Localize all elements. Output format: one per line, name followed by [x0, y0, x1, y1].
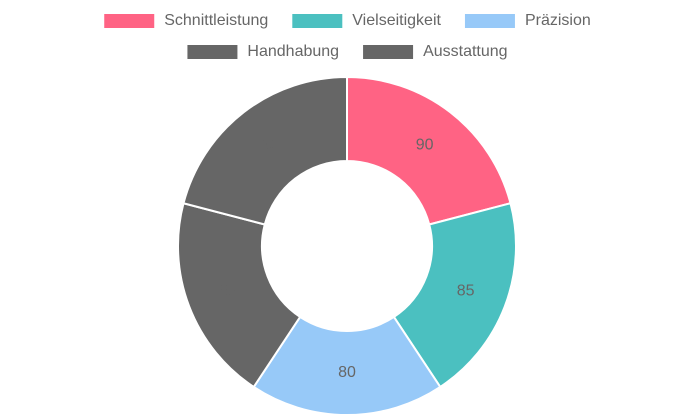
legend-item[interactable]: Ausstattung	[363, 43, 508, 60]
legend-swatch	[104, 14, 155, 28]
data-label: 80	[338, 364, 356, 381]
doughnut-segment	[182, 75, 348, 226]
legend-swatch	[464, 14, 515, 28]
legend-item[interactable]: Präzision	[464, 12, 591, 29]
data-label: 90	[416, 137, 434, 154]
data-label: 85	[457, 283, 475, 300]
doughnut-segment	[252, 315, 442, 416]
legend-label: Ausstattung	[423, 43, 508, 60]
legend-swatch	[363, 45, 414, 59]
legend-label: Handhabung	[247, 43, 339, 60]
data-label: 85	[219, 283, 237, 300]
doughnut-segment	[346, 75, 512, 226]
legend-item[interactable]: Handhabung	[187, 43, 339, 60]
legend-label: Präzision	[525, 12, 591, 29]
legend-item[interactable]: Schnittleistung	[104, 12, 268, 29]
data-label: 90	[260, 137, 278, 154]
legend-item[interactable]: Vielseitigkeit	[292, 12, 442, 29]
doughnut-segment	[392, 202, 517, 389]
legend-swatch	[187, 45, 238, 59]
doughnut-segment	[177, 202, 302, 389]
legend-label: Vielseitigkeit	[352, 12, 441, 29]
legend-swatch	[292, 14, 343, 28]
legend-label: Schnittleistung	[164, 12, 268, 29]
